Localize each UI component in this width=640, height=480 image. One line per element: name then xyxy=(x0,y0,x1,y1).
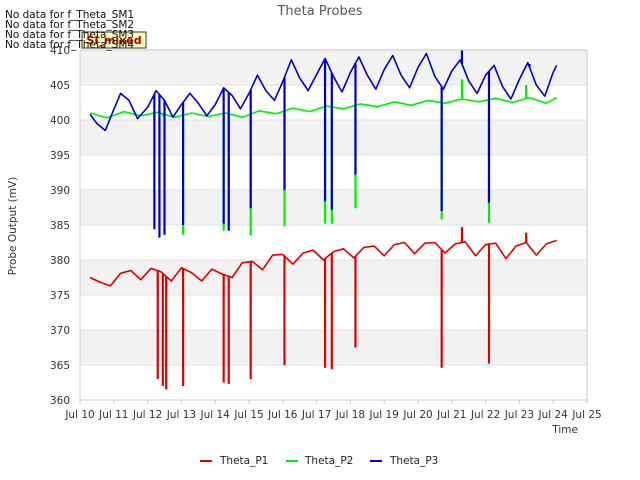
x-tick-label: Jul 15 xyxy=(233,409,263,421)
y-tick-label: 390 xyxy=(50,185,70,197)
y-tick-label: 375 xyxy=(50,290,70,302)
y-tick-label: 360 xyxy=(50,395,70,407)
x-tick-label: Jul 16 xyxy=(267,409,298,421)
x-tick-label: Jul 13 xyxy=(166,409,196,421)
background-band xyxy=(80,330,587,365)
x-tick-label: Jul 11 xyxy=(98,409,128,421)
background-band xyxy=(80,190,587,225)
x-tick-label: Jul 20 xyxy=(402,409,432,421)
legend-label-theta-p3: Theta_P3 xyxy=(389,455,438,467)
y-tick-label: 395 xyxy=(50,150,70,162)
background-band xyxy=(80,260,587,295)
legend: Theta_P1 Theta_P2 Theta_P3 xyxy=(200,455,438,467)
y-tick-label: 385 xyxy=(50,220,70,232)
background-band xyxy=(80,120,587,155)
background-band xyxy=(80,50,587,85)
y-tick-label: 365 xyxy=(50,360,70,372)
x-tick-label: Jul 14 xyxy=(200,409,231,421)
y-axis-label: Probe Output (mV) xyxy=(7,177,19,276)
x-tick-label: Jul 10 xyxy=(64,409,94,421)
x-axis-label: Time xyxy=(551,424,578,436)
x-tick-label: Jul 22 xyxy=(470,409,500,421)
chart-title: Theta Probes xyxy=(276,4,362,19)
no-data-note: No data for f_Theta_SM4 xyxy=(5,39,134,51)
x-tick-label: Jul 12 xyxy=(132,409,162,421)
y-tick-label: 405 xyxy=(50,80,70,92)
theta-probes-chart: 360365370375380385390395400405410 Jul 10… xyxy=(0,0,640,480)
x-tick-label: Jul 23 xyxy=(504,409,534,421)
y-tick-label: 380 xyxy=(50,255,70,267)
legend-label-theta-p2: Theta_P2 xyxy=(304,455,353,467)
y-tick-label: 400 xyxy=(50,115,70,127)
x-tick-label: Jul 21 xyxy=(436,409,466,421)
x-tick-label: Jul 17 xyxy=(301,409,331,421)
no-data-notes: No data for f_Theta_SM1 No data for f_Th… xyxy=(5,9,134,51)
y-tick-label: 370 xyxy=(50,325,70,337)
x-tick-label: Jul 25 xyxy=(571,409,601,421)
x-tick-label: Jul 18 xyxy=(335,409,365,421)
x-tick-label: Jul 24 xyxy=(538,409,569,421)
legend-label-theta-p1: Theta_P1 xyxy=(219,455,268,467)
x-tick-label: Jul 19 xyxy=(369,409,399,421)
